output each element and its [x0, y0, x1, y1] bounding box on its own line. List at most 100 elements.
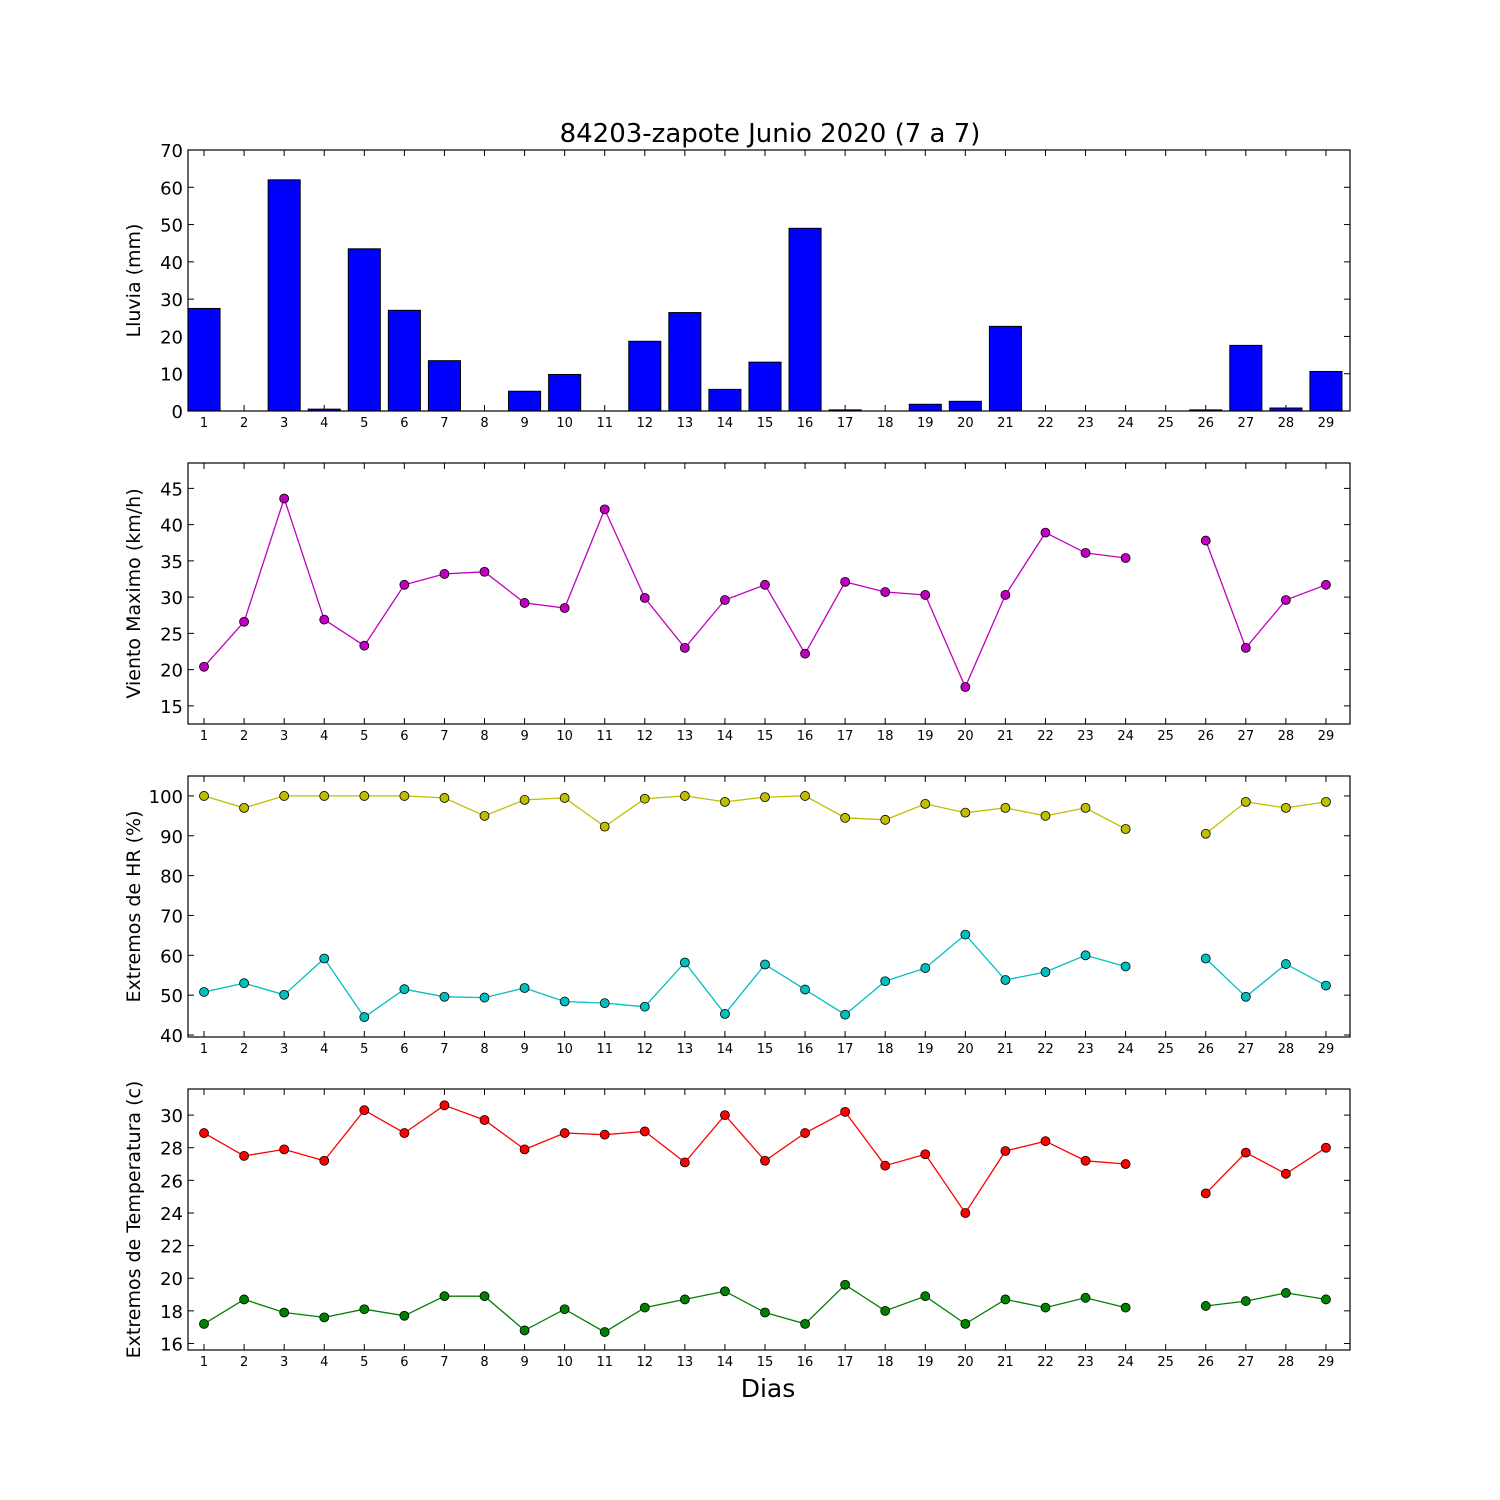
x-tick-label: 10: [556, 1355, 573, 1370]
point-series-1-day-5: [359, 791, 370, 801]
point-series-1-day-27: [1240, 642, 1251, 653]
point-series-1-day-10: [559, 1128, 570, 1138]
x-tick-label: 29: [1318, 416, 1335, 431]
y-tick-label: 24: [160, 1204, 183, 1225]
bar-day-5: [347, 248, 381, 412]
point-series-1-day-18: [880, 1160, 891, 1171]
point-series-1-day-29: [1321, 1142, 1331, 1153]
point-series-2-day-9: [519, 983, 530, 993]
point-series-2-day-20: [960, 929, 971, 940]
x-tick-label: 20: [957, 729, 974, 744]
x-tick-label: 19: [917, 416, 934, 431]
x-tick-label: 6: [400, 416, 408, 431]
point-series-2-day-8: [479, 1291, 490, 1302]
point-series-2-day-20: [960, 1319, 971, 1329]
x-tick-label: 29: [1318, 729, 1335, 744]
x-tick-label: 1: [200, 1355, 208, 1370]
x-tick-label: 23: [1077, 1355, 1094, 1370]
x-tick-label: 18: [877, 729, 894, 744]
bar-day-16: [788, 227, 822, 412]
x-tick-label: 24: [1117, 729, 1134, 744]
point-series-1-day-5: [359, 640, 370, 651]
plot-frame: [187, 775, 1351, 1038]
point-series-1-day-24: [1120, 1159, 1131, 1169]
y-tick-label: 50: [160, 986, 183, 1007]
x-tick-label: 12: [637, 729, 654, 744]
point-series-2-day-27: [1240, 1296, 1251, 1306]
point-series-1-day-23: [1080, 548, 1091, 558]
x-tick-label: 18: [877, 1042, 894, 1057]
x-tick-label: 19: [917, 1355, 934, 1370]
point-series-1-day-28: [1280, 1168, 1291, 1179]
series-1-line: [203, 1104, 1126, 1215]
y-tick-label: 60: [160, 946, 183, 967]
point-series-1-day-19: [920, 590, 931, 600]
x-tick-label: 17: [837, 1042, 854, 1057]
x-tick-label: 20: [957, 1042, 974, 1057]
x-tick-label: 14: [717, 1042, 734, 1057]
point-series-2-day-3: [279, 1307, 290, 1318]
point-series-2-day-19: [920, 1291, 931, 1302]
x-tick-label: 6: [400, 1042, 408, 1057]
point-series-1-day-29: [1321, 579, 1331, 590]
point-series-2-day-10: [559, 1304, 570, 1315]
x-tick-label: 6: [400, 729, 408, 744]
x-tick-label: 16: [797, 1355, 814, 1370]
y-tick-label: 16: [160, 1334, 183, 1355]
y-tick-label: 50: [160, 216, 183, 237]
point-series-1-day-22: [1040, 527, 1051, 538]
x-tick-label: 25: [1157, 416, 1174, 431]
point-series-1-day-1: [199, 661, 209, 672]
point-series-1-day-20: [960, 807, 971, 818]
y-tick-label: 25: [160, 624, 183, 645]
y-tick-label: 40: [160, 1026, 183, 1047]
point-series-1-day-1: [199, 791, 209, 801]
x-tick-label: 4: [320, 1042, 328, 1057]
x-tick-label: 18: [877, 1355, 894, 1370]
x-tick-label: 5: [360, 1355, 368, 1370]
y-tick-label: 60: [160, 178, 183, 199]
point-series-2-day-1: [199, 987, 209, 997]
point-series-1-day-26: [1200, 828, 1211, 839]
point-series-1-day-3: [279, 791, 290, 801]
x-tick-label: 23: [1077, 416, 1094, 431]
point-series-2-day-16: [800, 984, 810, 995]
y-tick-label: 20: [160, 327, 183, 348]
x-tick-label: 26: [1197, 416, 1214, 431]
point-series-1-day-8: [479, 810, 490, 821]
point-series-2-day-5: [359, 1012, 370, 1022]
point-series-1-day-15: [760, 792, 770, 803]
point-series-1-day-11: [599, 1129, 610, 1140]
series-1-line: [1205, 540, 1327, 650]
point-series-1-day-19: [920, 1149, 931, 1160]
x-tick-label: 12: [637, 1042, 654, 1057]
point-series-2-day-9: [519, 1325, 530, 1336]
y-tick-label: 35: [160, 552, 183, 573]
point-series-2-day-16: [800, 1319, 810, 1329]
point-series-1-day-15: [760, 579, 770, 590]
bar-day-14: [708, 388, 742, 412]
point-series-2-day-15: [760, 1307, 770, 1318]
x-tick-label: 14: [717, 416, 734, 431]
point-series-1-day-24: [1120, 553, 1131, 563]
x-tick-label: 21: [997, 1355, 1014, 1370]
x-tick-label: 1: [200, 416, 208, 431]
series-2-line: [1205, 1292, 1327, 1307]
x-tick-label: 14: [717, 729, 734, 744]
y-axis-label: Extremos de Temperatura (c): [123, 1081, 145, 1359]
point-series-1-day-9: [519, 598, 530, 608]
x-tick-label: 5: [360, 1042, 368, 1057]
point-series-1-day-10: [559, 793, 570, 803]
point-series-2-day-2: [239, 1294, 249, 1305]
series-1-line: [203, 795, 1126, 830]
x-tick-label: 12: [637, 1355, 654, 1370]
x-tick-label: 10: [556, 1042, 573, 1057]
x-tick-label: 15: [757, 1355, 774, 1370]
bar-day-1: [187, 307, 221, 412]
point-series-2-day-24: [1120, 961, 1131, 972]
x-tick-label: 22: [1037, 1042, 1054, 1057]
y-axis-label: Extremos de HR (%): [123, 810, 145, 1002]
point-series-1-day-29: [1321, 797, 1331, 807]
